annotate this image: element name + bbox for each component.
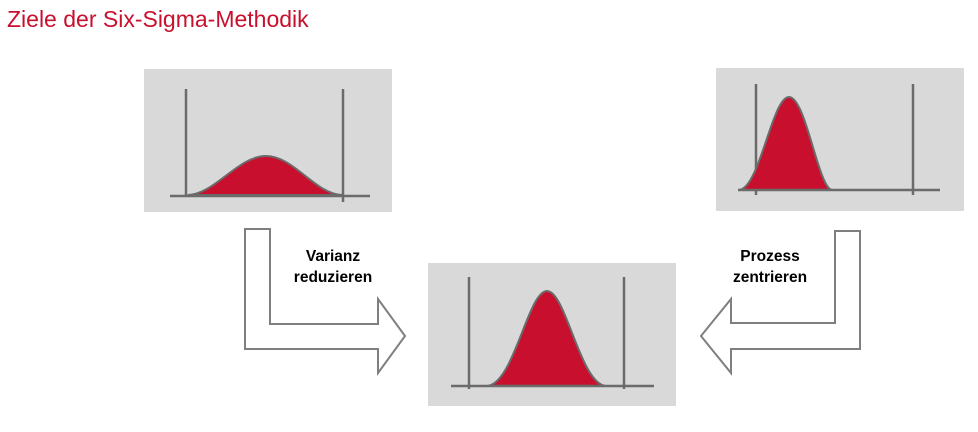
- offset-narrow-distribution-curve: [738, 95, 833, 191]
- wide-distribution-curve: [187, 154, 343, 196]
- center-process-label-line2: zentrieren: [732, 269, 808, 286]
- panel-centered-narrow-distribution: [428, 263, 676, 406]
- reduce-variance-label: Varianz reduzieren: [274, 246, 392, 288]
- center-process-arrow: [699, 230, 861, 376]
- reduce-variance-label-line1: Varianz: [305, 248, 361, 265]
- reduce-variance-label-line2: reduzieren: [293, 269, 373, 286]
- centered-narrow-distribution-curve: [486, 289, 607, 387]
- panel-wide-distribution: [144, 69, 392, 212]
- center-process-label-line1: Prozess: [740, 248, 800, 265]
- reduce-variance-arrow: [244, 228, 407, 377]
- page-title: Ziele der Six-Sigma-Methodik: [7, 6, 309, 32]
- panel-offset-narrow-distribution: [716, 68, 964, 211]
- center-process-label: Prozess zentrieren: [711, 246, 829, 288]
